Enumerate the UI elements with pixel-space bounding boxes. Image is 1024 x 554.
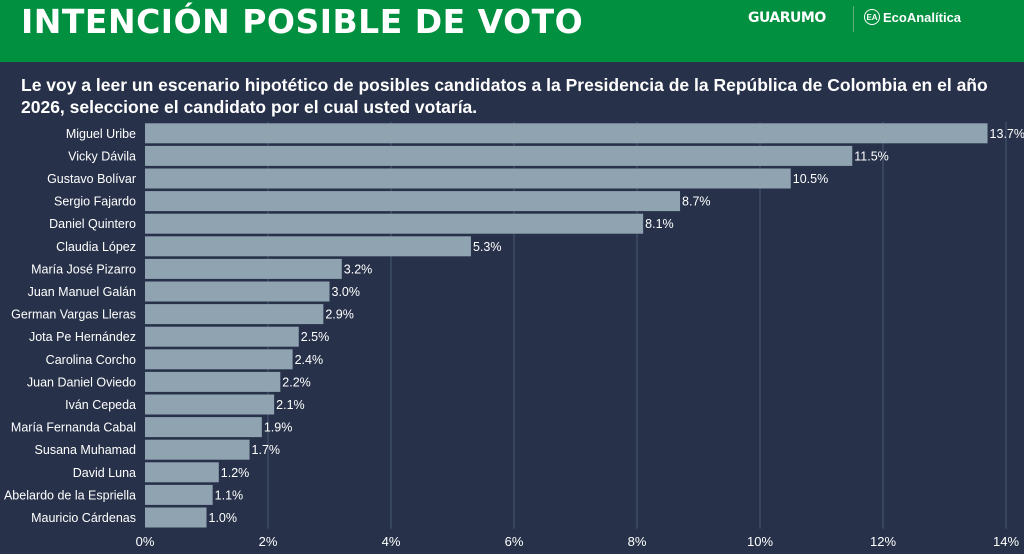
data-label: 8.7% — [682, 195, 711, 209]
data-label: 2.2% — [282, 375, 311, 389]
data-label: 8.1% — [645, 217, 674, 231]
header-banner: INTENCIÓN POSIBLE DE VOTO GUARUMO EA EcoA… — [0, 0, 1024, 62]
x-tick-label: 12% — [870, 534, 896, 549]
category-label: Vicky Dávila — [68, 149, 136, 163]
category-label: Mauricio Cárdenas — [31, 511, 136, 525]
data-label: 1.0% — [209, 511, 238, 525]
bar — [145, 439, 250, 460]
bar — [145, 371, 281, 392]
x-tick-label: 8% — [628, 534, 647, 549]
bar — [145, 462, 219, 483]
logo-divider — [853, 6, 854, 32]
category-label: Iván Cepeda — [65, 398, 136, 412]
chart-question: Le voy a leer un escenario hipotético de… — [21, 75, 988, 117]
category-label: Miguel Uribe — [66, 127, 136, 141]
data-label: 1.2% — [221, 466, 250, 480]
guarumo-logo: GUARUMO — [748, 10, 826, 26]
data-label: 5.3% — [473, 240, 502, 254]
category-label: Susana Muhamad — [35, 443, 137, 457]
category-label: Carolina Corcho — [46, 353, 136, 367]
bar — [145, 258, 342, 279]
category-label: Sergio Fajardo — [54, 195, 136, 209]
bar — [145, 213, 644, 234]
bar — [145, 507, 207, 528]
data-label: 2.1% — [276, 398, 305, 412]
data-label: 11.5% — [854, 149, 889, 163]
category-label: María José Pizarro — [31, 262, 136, 276]
data-label: 10.5% — [793, 172, 828, 186]
category-label: Abelardo de la Espriella — [4, 488, 136, 502]
category-label: Gustavo Bolívar — [47, 172, 136, 186]
data-label: 2.4% — [295, 353, 324, 367]
bar — [145, 191, 681, 212]
x-tick-label: 0% — [136, 534, 155, 549]
category-label: María Fernanda Cabal — [11, 421, 136, 435]
x-tick-label: 2% — [259, 534, 278, 549]
bar — [145, 168, 791, 189]
data-label: 1.1% — [215, 488, 244, 502]
x-tick-label: 4% — [382, 534, 401, 549]
category-label: Daniel Quintero — [49, 217, 136, 231]
bar — [145, 484, 213, 505]
ecoanalitica-logo: EA EcoAnalítica — [864, 9, 961, 25]
bar — [145, 236, 471, 257]
category-label: Juan Daniel Oviedo — [27, 375, 136, 389]
bar — [145, 281, 330, 302]
category-label: German Vargas Lleras — [11, 308, 136, 322]
bar — [145, 123, 988, 144]
x-tick-label: 6% — [505, 534, 524, 549]
data-label: 1.7% — [252, 443, 280, 457]
page-title: INTENCIÓN POSIBLE DE VOTO — [21, 2, 584, 41]
data-label: 1.9% — [264, 421, 293, 435]
bar — [145, 417, 262, 438]
data-label: 3.2% — [344, 262, 373, 276]
bar — [145, 394, 275, 415]
category-label: David Luna — [73, 466, 136, 480]
bar — [145, 145, 853, 166]
data-label: 3.0% — [332, 285, 361, 299]
bar — [145, 304, 324, 325]
ecoanalitica-text: EcoAnalítica — [883, 9, 962, 25]
data-label: 13.7% — [990, 127, 1024, 141]
x-tick-label: 10% — [747, 534, 773, 549]
data-label: 2.9% — [325, 308, 354, 322]
bar — [145, 326, 299, 347]
category-label: Claudia López — [56, 240, 136, 254]
x-tick-label: 14% — [993, 534, 1019, 549]
category-label: Juan Manuel Galán — [28, 285, 136, 299]
ecoanalitica-icon: EA — [864, 9, 880, 25]
data-label: 2.5% — [301, 330, 330, 344]
bar — [145, 349, 293, 370]
category-label: Jota Pe Hernández — [29, 330, 136, 344]
